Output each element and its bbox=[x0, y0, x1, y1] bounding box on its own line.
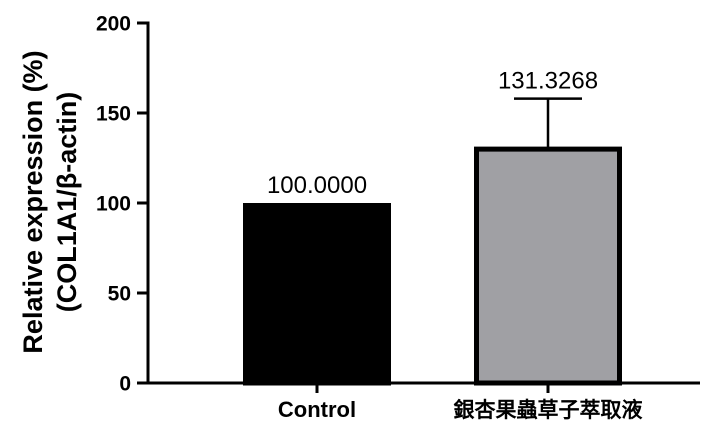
value-label-2: 131.3268 bbox=[498, 68, 598, 95]
value-label-1: 100.0000 bbox=[267, 172, 367, 199]
y-tick-label-0: 0 bbox=[119, 373, 131, 396]
plot-area: 100.0000 Control 131.3268 銀杏果蟲草子萃取液 0 50 100 15… bbox=[96, 13, 700, 422]
bar-2 bbox=[474, 146, 622, 386]
y-axis-title-line1: Relative expression (%) bbox=[18, 50, 48, 353]
y-tick-label-150: 150 bbox=[96, 103, 131, 126]
x-tick-label-1: Control bbox=[278, 397, 356, 422]
x-tick-label-2: 銀杏果蟲草子萃取液 bbox=[454, 398, 643, 422]
y-axis-title-line2: (COL1A1/β-actin) bbox=[52, 92, 82, 313]
bar-1 bbox=[243, 203, 391, 386]
y-tick-label-200: 200 bbox=[96, 13, 131, 36]
y-axis-title: Relative expression (%) (COL1A1/β-actin) bbox=[18, 50, 82, 353]
y-tick-label-100: 100 bbox=[96, 193, 131, 216]
y-tick-label-50: 50 bbox=[108, 283, 131, 306]
